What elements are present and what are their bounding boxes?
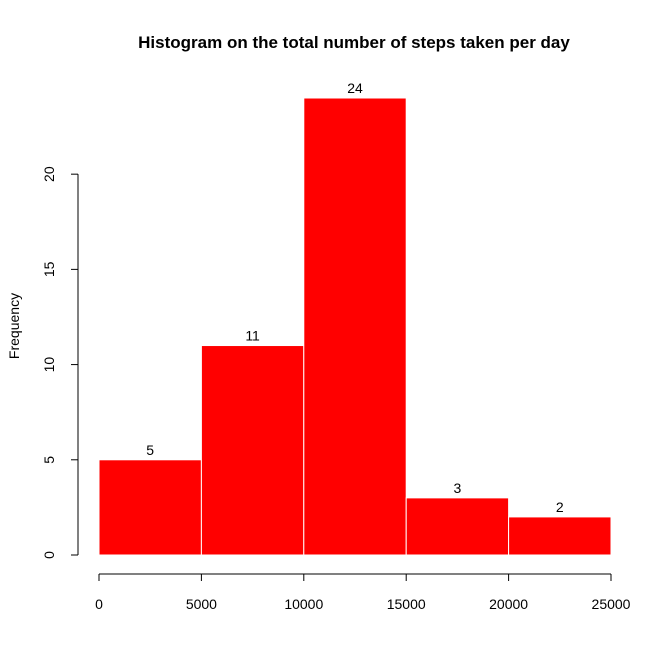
- bars-group: [98, 97, 612, 556]
- bar-data-label: 11: [245, 328, 260, 344]
- y-tick-label: 5: [41, 456, 57, 464]
- y-tick-label: 0: [41, 551, 57, 559]
- histogram-bar: [508, 516, 612, 556]
- y-tick-label: 20: [41, 166, 57, 182]
- histogram-bar: [98, 459, 202, 556]
- bar-data-label: 5: [146, 442, 154, 458]
- y-tick-label: 15: [41, 261, 57, 277]
- chart-title: Histogram on the total number of steps t…: [138, 33, 570, 52]
- y-axis: 0 5 10 15 20: [41, 166, 79, 559]
- y-tick-label: 10: [41, 357, 57, 373]
- x-tick-label: 0: [95, 596, 103, 612]
- histogram-bar: [405, 497, 510, 556]
- bar-data-label: 3: [454, 480, 462, 496]
- bar-data-label: 2: [556, 499, 564, 515]
- x-tick-label: 10000: [284, 596, 323, 612]
- x-tick-label: 20000: [489, 596, 528, 612]
- x-axis: 0 5000 10000 15000 20000 25000: [95, 573, 631, 612]
- x-tick-label: 25000: [592, 596, 631, 612]
- data-labels-group: 5 11 24 3 2: [146, 80, 564, 515]
- x-tick-label: 5000: [186, 596, 217, 612]
- bar-data-label: 24: [347, 80, 363, 96]
- x-tick-label: 15000: [387, 596, 426, 612]
- histogram-bar: [200, 345, 305, 556]
- y-axis-label: Frequency: [6, 293, 22, 359]
- histogram-bar: [303, 97, 407, 556]
